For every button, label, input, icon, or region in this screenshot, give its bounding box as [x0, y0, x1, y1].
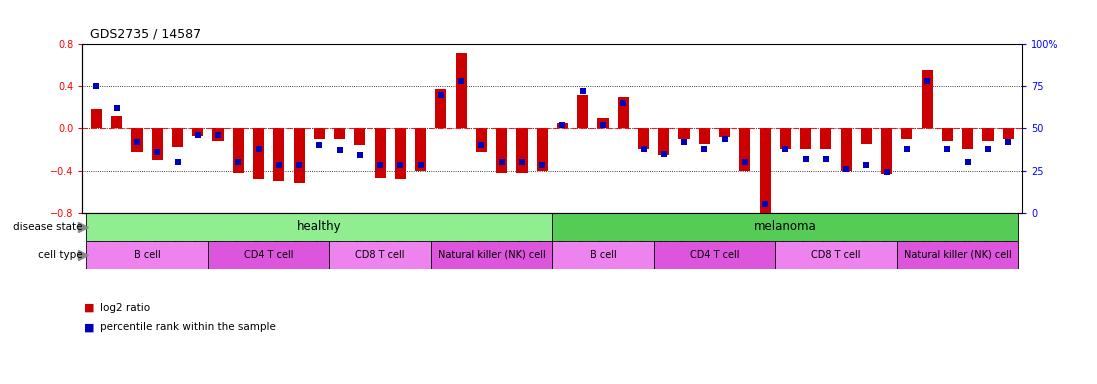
- Bar: [496, 128, 507, 173]
- Bar: [329, 241, 431, 269]
- Text: percentile rank within the sample: percentile rank within the sample: [100, 322, 275, 332]
- Text: melanoma: melanoma: [754, 220, 817, 233]
- Text: B cell: B cell: [589, 250, 617, 260]
- Bar: [780, 128, 791, 149]
- Text: Natural killer (NK) cell: Natural killer (NK) cell: [904, 250, 1011, 260]
- Text: CD4 T cell: CD4 T cell: [690, 250, 739, 260]
- Text: Natural killer (NK) cell: Natural killer (NK) cell: [438, 250, 545, 260]
- Bar: [598, 118, 609, 128]
- Bar: [942, 128, 953, 141]
- Bar: [132, 128, 143, 152]
- Bar: [253, 128, 264, 179]
- Text: CD8 T cell: CD8 T cell: [812, 250, 861, 260]
- Bar: [776, 241, 896, 269]
- Bar: [719, 128, 731, 137]
- Bar: [294, 128, 305, 183]
- Bar: [577, 95, 588, 128]
- Text: CD4 T cell: CD4 T cell: [244, 250, 293, 260]
- Bar: [921, 71, 932, 128]
- Bar: [431, 241, 553, 269]
- Text: GDS2735 / 14587: GDS2735 / 14587: [90, 27, 201, 40]
- Bar: [962, 128, 973, 149]
- Bar: [800, 128, 811, 149]
- Bar: [557, 123, 568, 128]
- Bar: [536, 128, 547, 170]
- Bar: [739, 128, 750, 170]
- Bar: [87, 213, 553, 241]
- Bar: [517, 128, 528, 173]
- Bar: [172, 128, 183, 147]
- Bar: [273, 128, 284, 181]
- Bar: [333, 128, 346, 139]
- Bar: [658, 128, 669, 155]
- Bar: [638, 128, 649, 149]
- Bar: [618, 97, 629, 128]
- Bar: [87, 241, 208, 269]
- Bar: [699, 128, 710, 144]
- Bar: [861, 128, 872, 144]
- Text: disease state: disease state: [13, 222, 82, 232]
- Bar: [821, 128, 832, 149]
- Bar: [436, 89, 446, 128]
- Bar: [881, 128, 892, 174]
- Text: B cell: B cell: [134, 250, 160, 260]
- Bar: [213, 128, 224, 141]
- Bar: [759, 128, 771, 215]
- Bar: [192, 128, 203, 136]
- Bar: [678, 128, 690, 139]
- Bar: [374, 128, 386, 178]
- Bar: [1003, 128, 1014, 139]
- Bar: [476, 128, 487, 152]
- Bar: [354, 128, 365, 145]
- Bar: [553, 241, 654, 269]
- Bar: [151, 128, 162, 160]
- Text: ■: ■: [84, 303, 95, 313]
- Bar: [840, 128, 851, 170]
- Bar: [654, 241, 776, 269]
- Bar: [455, 53, 466, 128]
- Text: log2 ratio: log2 ratio: [100, 303, 150, 313]
- Bar: [111, 116, 122, 128]
- Text: CD8 T cell: CD8 T cell: [355, 250, 405, 260]
- Bar: [233, 128, 244, 173]
- Bar: [902, 128, 913, 139]
- Bar: [983, 128, 994, 141]
- Bar: [896, 241, 1018, 269]
- Bar: [415, 128, 427, 170]
- Text: ■: ■: [84, 322, 95, 332]
- Bar: [91, 109, 102, 128]
- Bar: [314, 128, 325, 139]
- Text: healthy: healthy: [297, 220, 341, 233]
- Bar: [395, 128, 406, 179]
- Bar: [553, 213, 1018, 241]
- Text: cell type: cell type: [38, 250, 82, 260]
- Bar: [208, 241, 329, 269]
